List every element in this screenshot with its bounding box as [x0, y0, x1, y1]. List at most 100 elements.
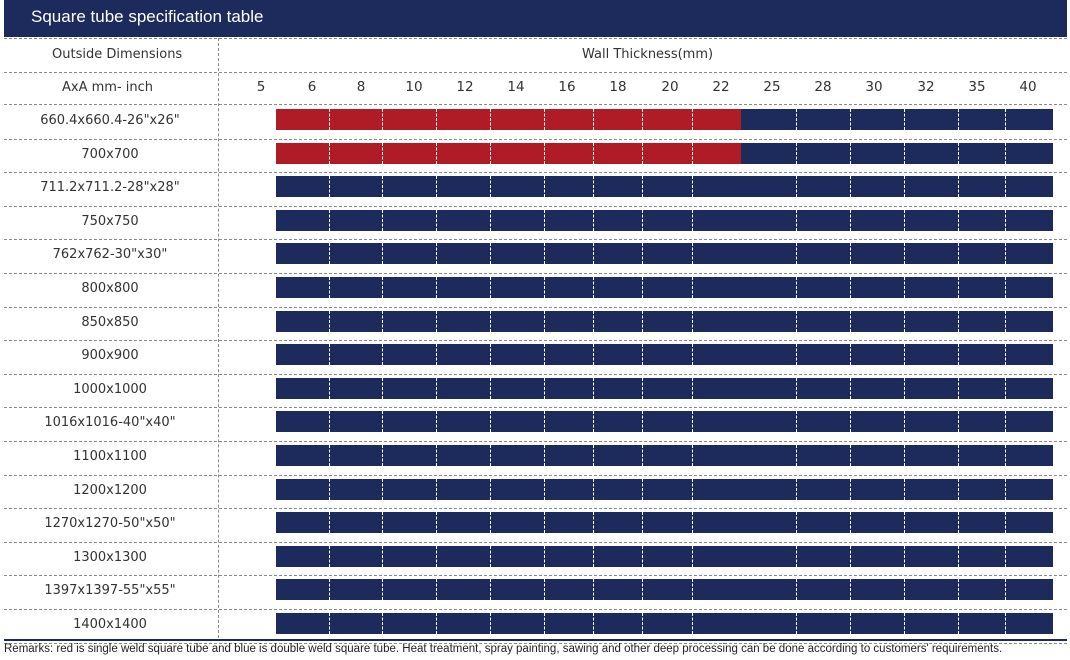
cell-divider	[796, 109, 797, 130]
cell-divider	[850, 176, 851, 198]
row-divider	[4, 239, 1067, 241]
cell-divider	[958, 579, 959, 601]
cell-divider	[329, 277, 330, 298]
cell-divider	[436, 445, 437, 466]
cell-divider	[593, 411, 594, 433]
double-weld-bar	[276, 209, 1053, 231]
cell-divider	[544, 243, 545, 265]
cell-divider	[850, 277, 851, 298]
cell-divider	[544, 209, 545, 231]
cell-divider	[436, 277, 437, 298]
thickness-tick-22: 22	[712, 79, 730, 95]
cell-divider	[329, 209, 330, 231]
double-weld-bar	[276, 512, 1053, 534]
thickness-tick-8: 8	[356, 79, 366, 95]
cell-divider	[796, 478, 797, 500]
cell-divider	[796, 613, 797, 634]
cell-divider	[692, 411, 693, 433]
cell-divider	[544, 344, 545, 366]
thickness-tick-20: 20	[661, 79, 679, 95]
cell-divider	[958, 411, 959, 433]
remarks-note: Remarks: red is single weld square tube …	[4, 643, 1003, 655]
cell-divider	[642, 478, 643, 500]
cell-divider	[1005, 478, 1006, 500]
cell-divider	[329, 310, 330, 332]
cell-divider	[904, 344, 905, 366]
cell-divider	[436, 613, 437, 634]
cell-divider	[850, 243, 851, 265]
cell-divider	[850, 209, 851, 231]
cell-divider	[850, 613, 851, 634]
row-divider	[4, 642, 1067, 644]
cell-divider	[692, 176, 693, 198]
cell-divider	[904, 142, 905, 164]
cell-divider	[382, 411, 383, 433]
cell-divider	[692, 344, 693, 366]
header-divider	[4, 38, 1067, 39]
cell-divider	[1005, 579, 1006, 601]
cell-divider	[796, 142, 797, 164]
cell-divider	[490, 613, 491, 634]
cell-divider	[642, 176, 643, 198]
cell-divider	[850, 109, 851, 130]
cell-divider	[490, 243, 491, 265]
cell-divider	[1005, 545, 1006, 567]
cell-divider	[796, 277, 797, 298]
row-divider	[4, 508, 1067, 510]
cell-divider	[329, 142, 330, 164]
cell-divider	[1005, 613, 1006, 634]
header-divider	[4, 72, 1067, 73]
cell-divider	[593, 243, 594, 265]
row-size-label: 1400x1400	[73, 617, 147, 632]
size-units-header: AxA mm- inch	[62, 80, 153, 95]
cell-divider	[329, 109, 330, 130]
cell-divider	[544, 613, 545, 634]
cell-divider	[436, 243, 437, 265]
row-size-label: 800x800	[81, 281, 139, 296]
cell-divider	[329, 377, 330, 399]
cell-divider	[544, 109, 545, 130]
cell-divider	[796, 445, 797, 466]
cell-divider	[692, 512, 693, 534]
cell-divider	[490, 109, 491, 130]
cell-divider	[382, 445, 383, 466]
cell-divider	[382, 344, 383, 366]
cell-divider	[692, 478, 693, 500]
double-weld-bar	[276, 377, 1053, 399]
cell-divider	[382, 209, 383, 231]
cell-divider	[958, 445, 959, 466]
cell-divider	[436, 377, 437, 399]
cell-divider	[904, 209, 905, 231]
row-divider	[4, 575, 1067, 577]
double-weld-bar	[276, 478, 1053, 500]
row-divider	[4, 306, 1067, 308]
thickness-tick-25: 25	[763, 79, 781, 95]
cell-divider	[1005, 209, 1006, 231]
cell-divider	[692, 545, 693, 567]
cell-divider	[544, 142, 545, 164]
row-divider	[4, 407, 1067, 409]
row-size-label: 700x700	[81, 146, 139, 162]
cell-divider	[382, 176, 383, 198]
cell-divider	[958, 176, 959, 198]
cell-divider	[593, 344, 594, 366]
cell-divider	[593, 377, 594, 399]
cell-divider	[436, 209, 437, 231]
cell-divider	[490, 411, 491, 433]
cell-divider	[329, 411, 330, 433]
thickness-tick-10: 10	[405, 79, 423, 95]
cell-divider	[796, 209, 797, 231]
cell-divider	[796, 377, 797, 399]
cell-divider	[593, 176, 594, 198]
cell-divider	[850, 411, 851, 433]
cell-divider	[1005, 445, 1006, 466]
cell-divider	[544, 277, 545, 298]
double-weld-bar	[276, 445, 1053, 466]
cell-divider	[1005, 109, 1006, 130]
cell-divider	[1005, 142, 1006, 164]
cell-divider	[642, 142, 643, 164]
row-size-label: 900x900	[81, 348, 139, 364]
cell-divider	[796, 545, 797, 567]
cell-divider	[904, 176, 905, 198]
